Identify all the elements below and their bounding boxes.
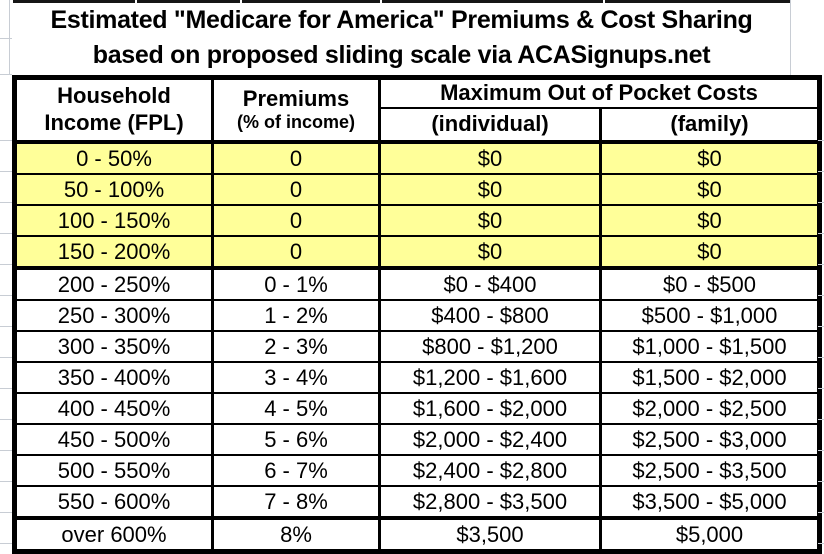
- table-row: 300 - 350% 2 - 3% $800 - $1,200 $1,000 - $1…: [13, 330, 821, 363]
- gridline-vertical-right: [790, 0, 791, 75]
- oop-individual-cell: $0: [378, 140, 602, 175]
- header-household-income: Household Income (FPL): [13, 76, 214, 143]
- premium-cell: 2 - 3%: [211, 330, 381, 363]
- oop-family-cell: $2,500 - $3,500: [599, 454, 821, 487]
- oop-family-cell: $500 - $1,000: [599, 299, 821, 332]
- gridline-tick: [0, 74, 12, 75]
- oop-family-cell: $5,000: [599, 516, 821, 553]
- premiums-cost-sharing-table: Household Income (FPL) Premiums (% of in…: [12, 75, 822, 554]
- header-moop-individual: (individual): [378, 107, 602, 143]
- premium-cell: 0: [211, 173, 381, 206]
- sheet-title-line2: based on proposed sliding scale via ACAS…: [92, 41, 711, 69]
- oop-family-cell: $0 - $500: [599, 266, 821, 301]
- income-cell: 200 - 250%: [13, 266, 214, 301]
- premium-cell: 0: [211, 204, 381, 237]
- oop-individual-cell: $800 - $1,200: [378, 330, 602, 363]
- income-cell: 250 - 300%: [13, 299, 214, 332]
- premium-cell: 0: [211, 235, 381, 269]
- oop-family-cell: $3,500 - $5,000: [599, 485, 821, 519]
- oop-individual-cell: $2,400 - $2,800: [378, 454, 602, 487]
- premium-cell: 7 - 8%: [211, 485, 381, 519]
- header-row-main: Household Income (FPL) Premiums (% of in…: [13, 76, 821, 143]
- oop-family-cell: $1,500 - $2,000: [599, 361, 821, 394]
- table-row: 100 - 150% 0 $0 $0: [13, 204, 821, 237]
- premium-cell: 6 - 7%: [211, 454, 381, 487]
- oop-individual-cell: $1,600 - $2,000: [378, 392, 602, 425]
- oop-family-cell: $0: [599, 173, 821, 206]
- oop-family-cell: $0: [599, 204, 821, 237]
- income-cell: 50 - 100%: [13, 173, 214, 206]
- table-row: 500 - 550% 6 - 7% $2,400 - $2,800 $2,500 - …: [13, 454, 821, 487]
- oop-family-cell: $1,000 - $1,500: [599, 330, 821, 363]
- income-cell: 500 - 550%: [13, 454, 214, 487]
- income-cell: 400 - 450%: [13, 392, 214, 425]
- table-body: 0 - 50% 0 $0 $0 50 - 100% 0 $0 $0 100 - 150% 0 $0 $…: [13, 140, 821, 553]
- oop-individual-cell: $0: [378, 235, 602, 269]
- income-cell: 100 - 150%: [13, 204, 214, 237]
- header-premiums: Premiums (% of income): [211, 76, 381, 143]
- table-row: 150 - 200% 0 $0 $0: [13, 235, 821, 269]
- table-row: over 600% 8% $3,500 $5,000: [13, 516, 821, 553]
- income-cell: 450 - 500%: [13, 423, 214, 456]
- premium-cell: 5 - 6%: [211, 423, 381, 456]
- oop-individual-cell: $3,500: [378, 516, 602, 553]
- table-row: 250 - 300% 1 - 2% $400 - $800 $500 - $1,000: [13, 299, 821, 332]
- oop-individual-cell: $0: [378, 173, 602, 206]
- oop-individual-cell: $1,200 - $1,600: [378, 361, 602, 394]
- income-cell: over 600%: [13, 516, 214, 553]
- table-row: 350 - 400% 3 - 4% $1,200 - $1,600 $1,500 - …: [13, 361, 821, 394]
- header-premiums-line2: (% of income): [236, 112, 355, 133]
- sheet-title-line1: Estimated "Medicare for America" Premium…: [50, 6, 753, 34]
- table-row: 400 - 450% 4 - 5% $1,600 - $2,000 $2,000 - …: [13, 392, 821, 425]
- oop-family-cell: $0: [599, 235, 821, 269]
- table-row: 0 - 50% 0 $0 $0: [13, 140, 821, 175]
- premium-cell: 3 - 4%: [211, 361, 381, 394]
- oop-individual-cell: $2,800 - $3,500: [378, 485, 602, 519]
- oop-individual-cell: $400 - $800: [378, 299, 602, 332]
- header-household-income-line1: Household: [57, 83, 171, 109]
- oop-family-cell: $0: [599, 140, 821, 175]
- premium-cell: 8%: [211, 516, 381, 553]
- header-row-sub: (individual) (family): [15, 107, 821, 143]
- gridline-ticks-right-margin: [818, 140, 824, 547]
- gridline-tick: [0, 38, 12, 39]
- header-premiums-line1: Premiums: [242, 85, 350, 111]
- header-household-income-line2: Income (FPL): [44, 110, 184, 135]
- income-cell: 0 - 50%: [13, 140, 214, 175]
- oop-individual-cell: $2,000 - $2,400: [378, 423, 602, 456]
- income-cell: 300 - 350%: [13, 330, 214, 363]
- table-row: 50 - 100% 0 $0 $0: [13, 173, 821, 206]
- gridline-ticks-left-margin: [0, 140, 12, 547]
- header-max-out-of-pocket: Maximum Out of Pocket Costs: [378, 76, 821, 109]
- oop-family-cell: $2,500 - $3,000: [599, 423, 821, 456]
- income-cell: 550 - 600%: [13, 485, 214, 519]
- top-border-strip: [13, 0, 790, 3]
- income-cell: 350 - 400%: [13, 361, 214, 394]
- table-row: 450 - 500% 5 - 6% $2,000 - $2,400 $2,500 - …: [13, 423, 821, 456]
- table-row: 550 - 600% 7 - 8% $2,800 - $3,500 $3,500 - …: [13, 485, 821, 519]
- oop-individual-cell: $0 - $400: [378, 266, 602, 301]
- oop-individual-cell: $0: [378, 204, 602, 237]
- premium-cell: 1 - 2%: [211, 299, 381, 332]
- table-row: 200 - 250% 0 - 1% $0 - $400 $0 - $500: [13, 266, 821, 301]
- income-cell: 150 - 200%: [13, 235, 214, 269]
- premium-cell: 0 - 1%: [211, 266, 381, 301]
- oop-family-cell: $2,000 - $2,500: [599, 392, 821, 425]
- premium-cell: 4 - 5%: [211, 392, 381, 425]
- premium-cell: 0: [211, 140, 381, 175]
- gridline-vertical-left: [9, 0, 10, 74]
- table-header: Household Income (FPL) Premiums (% of in…: [13, 76, 821, 143]
- header-moop-family: (family): [599, 107, 821, 143]
